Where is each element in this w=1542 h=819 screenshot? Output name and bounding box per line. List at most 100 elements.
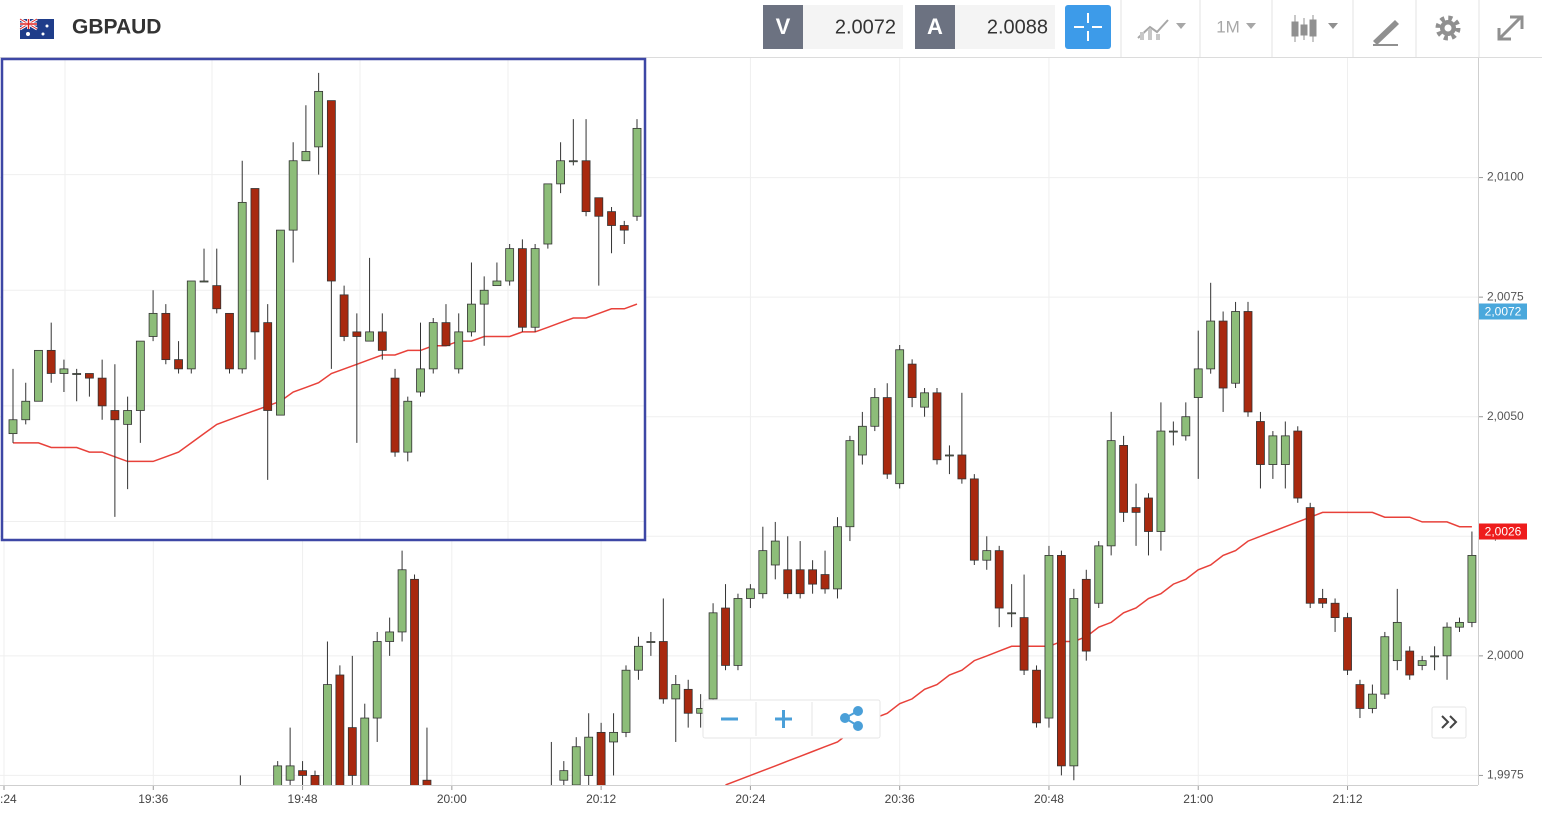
fullscreen-button[interactable] <box>1497 15 1524 41</box>
candle-body <box>365 331 374 342</box>
candle-body <box>397 569 407 633</box>
timeframe[interactable]: 1M <box>1216 17 1240 36</box>
candle-body <box>135 340 145 411</box>
candle-body <box>123 410 133 425</box>
x-tick-label: 19:48 <box>288 792 318 806</box>
candle-body <box>1318 598 1328 604</box>
bid-box <box>803 5 903 49</box>
candle-body <box>808 569 817 585</box>
crosshair-button[interactable] <box>1065 5 1111 49</box>
inset-bg <box>2 59 645 540</box>
candle-body <box>907 363 917 398</box>
candle-body <box>957 454 967 480</box>
candle-body <box>352 331 362 337</box>
candle-body <box>920 392 929 408</box>
scroll-end-button[interactable] <box>1431 706 1467 739</box>
candle-body <box>1231 311 1240 384</box>
candle-body <box>733 598 743 666</box>
candle-body <box>1380 636 1390 695</box>
inset-vgrid <box>64 59 509 540</box>
candle-body <box>1243 311 1253 413</box>
candle-body <box>833 526 842 590</box>
candle-body <box>59 368 69 374</box>
zoom-in[interactable] <box>775 710 792 728</box>
candle-body <box>410 578 419 785</box>
bid-price: 2.0072 <box>835 16 896 38</box>
candle-style-button[interactable] <box>1291 15 1338 42</box>
candle-body <box>1405 650 1415 676</box>
candle-body <box>403 400 413 453</box>
candle-body <box>530 248 540 328</box>
x-tick-label: 20:00 <box>437 792 467 806</box>
candle-body <box>708 612 718 700</box>
candle-body <box>1467 555 1477 623</box>
x-tick-label: 20:48 <box>1034 792 1064 806</box>
candle-body <box>372 641 382 719</box>
candle-body <box>547 790 555 809</box>
candle-body <box>584 736 594 776</box>
y-tick-label: 2,0050 <box>1487 409 1524 423</box>
candle-body <box>479 289 489 305</box>
candle-body <box>634 645 643 671</box>
candle-body <box>1032 669 1041 724</box>
inset-border <box>0 57 647 542</box>
candle-body <box>1019 617 1029 671</box>
zoom-controls <box>702 699 1467 739</box>
candle-body <box>1206 320 1216 370</box>
candle-body <box>1392 621 1402 662</box>
price-badge-label: 2,0026 <box>1485 525 1522 539</box>
candle-body <box>273 765 283 785</box>
bid-button[interactable] <box>763 5 803 49</box>
candle-body <box>46 349 56 374</box>
candle-body <box>276 229 285 416</box>
candle-body <box>1256 421 1265 465</box>
candle-body <box>326 100 336 282</box>
candle-body <box>314 90 324 148</box>
candle-body <box>72 373 82 375</box>
ask-button[interactable] <box>915 5 955 49</box>
candle-body <box>820 574 830 590</box>
candle-body <box>845 440 855 528</box>
candle-body <box>335 674 345 785</box>
x-tick-label: 20:36 <box>885 792 915 806</box>
x-tick-label: 21:00 <box>1183 792 1213 806</box>
toolbar: GBPAUD V 2.0072 A 2.0088 1M <box>0 0 1542 58</box>
candle-body <box>568 160 578 163</box>
candle-body <box>1268 435 1278 465</box>
candle-body <box>671 684 681 700</box>
candle-body <box>1119 445 1128 513</box>
candle-body <box>1368 693 1377 709</box>
candle-body <box>596 731 606 785</box>
settings-button[interactable] <box>1435 15 1461 41</box>
crosshair-icon <box>1074 13 1102 41</box>
chart-type-button[interactable] <box>1137 19 1186 40</box>
ask-price: 2.0088 <box>987 16 1048 38</box>
candle-body <box>505 248 515 282</box>
candle-body <box>1293 430 1303 499</box>
candle-body <box>571 746 581 785</box>
candle-body <box>1355 684 1365 709</box>
candle-body <box>416 368 425 393</box>
candle-body <box>609 731 618 743</box>
candle-body <box>721 607 730 666</box>
candle-body <box>85 373 94 379</box>
candle-body <box>543 183 553 245</box>
candle-body <box>619 225 629 231</box>
candle-body <box>360 717 370 785</box>
candle-body <box>199 280 209 283</box>
separators <box>1120 0 1480 57</box>
y-tick-label: 2,0100 <box>1487 170 1524 184</box>
candle-body <box>385 631 395 642</box>
candle-body <box>285 765 295 781</box>
draw-button[interactable] <box>1373 20 1399 46</box>
candle-body <box>441 322 451 347</box>
candle-body <box>683 688 693 714</box>
candle-body <box>1156 430 1166 532</box>
candle-body <box>339 294 349 337</box>
ask-box <box>955 5 1055 49</box>
candle-body <box>1007 612 1017 615</box>
candle-body <box>288 160 298 231</box>
share-button[interactable] <box>840 706 863 731</box>
